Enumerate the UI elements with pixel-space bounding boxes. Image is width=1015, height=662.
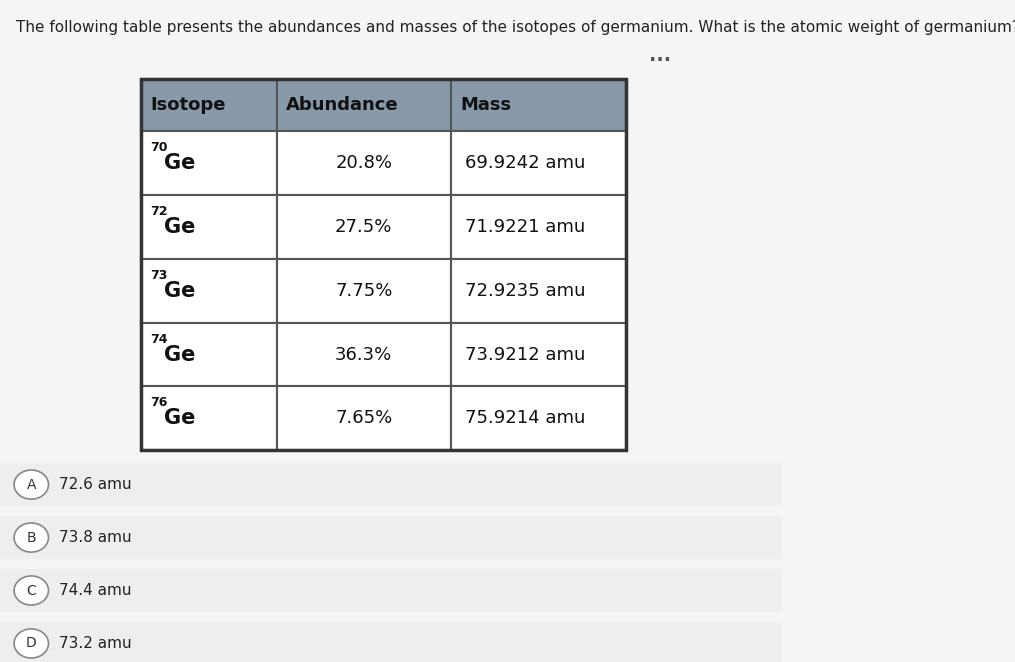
Text: 73.8 amu: 73.8 amu [59, 530, 131, 545]
Text: 69.9242 amu: 69.9242 amu [465, 154, 586, 172]
Text: 73.2 amu: 73.2 amu [59, 636, 131, 651]
Circle shape [14, 629, 49, 658]
Text: Ge: Ge [164, 344, 196, 365]
Text: Abundance: Abundance [286, 97, 399, 115]
Text: Ge: Ge [164, 217, 196, 237]
FancyBboxPatch shape [451, 259, 625, 322]
Circle shape [14, 576, 49, 605]
Text: 27.5%: 27.5% [335, 218, 393, 236]
Text: Isotope: Isotope [150, 97, 225, 115]
Text: Mass: Mass [461, 97, 512, 115]
Text: 75.9214 amu: 75.9214 amu [465, 409, 586, 427]
FancyBboxPatch shape [276, 322, 451, 387]
FancyBboxPatch shape [0, 463, 782, 506]
FancyBboxPatch shape [141, 387, 276, 450]
Text: 72.6 amu: 72.6 amu [59, 477, 131, 492]
FancyBboxPatch shape [451, 387, 625, 450]
FancyBboxPatch shape [141, 322, 276, 387]
Text: B: B [26, 530, 37, 545]
Text: The following table presents the abundances and masses of the isotopes of german: The following table presents the abundan… [15, 20, 1015, 35]
FancyBboxPatch shape [276, 131, 451, 195]
Text: 72: 72 [150, 205, 167, 218]
Circle shape [14, 470, 49, 499]
FancyBboxPatch shape [451, 79, 625, 131]
FancyBboxPatch shape [141, 79, 276, 131]
FancyBboxPatch shape [141, 131, 276, 195]
Text: 72.9235 amu: 72.9235 amu [465, 282, 586, 300]
Text: 20.8%: 20.8% [335, 154, 392, 172]
FancyBboxPatch shape [0, 516, 782, 559]
Text: 71.9221 amu: 71.9221 amu [465, 218, 586, 236]
Text: 74: 74 [150, 332, 167, 346]
Text: 73: 73 [150, 269, 167, 282]
FancyBboxPatch shape [276, 195, 451, 259]
FancyBboxPatch shape [141, 259, 276, 322]
Text: 7.65%: 7.65% [335, 409, 393, 427]
Text: 76: 76 [150, 397, 167, 409]
Text: 74.4 amu: 74.4 amu [59, 583, 131, 598]
FancyBboxPatch shape [276, 79, 451, 131]
Text: C: C [26, 583, 37, 598]
Text: Ge: Ge [164, 153, 196, 173]
Text: 73.9212 amu: 73.9212 amu [465, 346, 586, 363]
FancyBboxPatch shape [451, 195, 625, 259]
FancyBboxPatch shape [451, 131, 625, 195]
Text: 7.75%: 7.75% [335, 282, 393, 300]
Text: Ge: Ge [164, 281, 196, 301]
Text: D: D [26, 636, 37, 651]
FancyBboxPatch shape [0, 569, 782, 612]
FancyBboxPatch shape [141, 195, 276, 259]
FancyBboxPatch shape [276, 387, 451, 450]
Text: 36.3%: 36.3% [335, 346, 393, 363]
Text: ...: ... [649, 46, 671, 66]
Text: A: A [26, 477, 36, 492]
Circle shape [14, 523, 49, 552]
Text: Ge: Ge [164, 408, 196, 428]
FancyBboxPatch shape [0, 622, 782, 662]
FancyBboxPatch shape [276, 259, 451, 322]
FancyBboxPatch shape [451, 322, 625, 387]
Text: 70: 70 [150, 141, 167, 154]
